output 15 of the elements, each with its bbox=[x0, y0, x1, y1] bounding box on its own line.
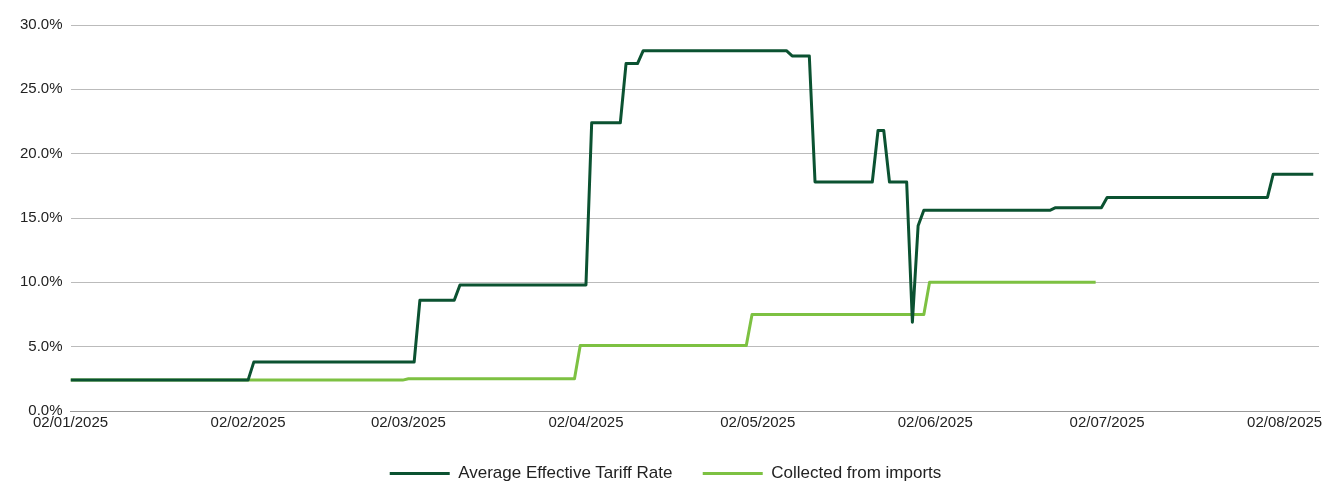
x-tick-label: 02/04/2025 bbox=[548, 413, 624, 431]
y-tick-label: 15.0% bbox=[19, 208, 63, 226]
x-tick-label: 02/07/2025 bbox=[1069, 413, 1145, 431]
y-tick-label: 10.0% bbox=[19, 272, 63, 290]
x-tick-label: 02/08/2025 bbox=[1247, 413, 1323, 431]
y-tick-label: 20.0% bbox=[19, 143, 63, 161]
legend-label: Average Effective Tariff Rate bbox=[458, 463, 673, 483]
x-tick-label: 02/06/2025 bbox=[897, 413, 973, 431]
y-tick-label: 25.0% bbox=[19, 79, 63, 97]
legend-label: Collected from imports bbox=[771, 463, 942, 483]
x-tick-label: 02/02/2025 bbox=[210, 413, 286, 431]
y-tick-label: 30.0% bbox=[19, 15, 63, 33]
x-tick-label: 02/05/2025 bbox=[720, 413, 796, 431]
y-tick-label: 5.0% bbox=[28, 336, 63, 354]
x-tick-label: 02/03/2025 bbox=[370, 413, 446, 431]
